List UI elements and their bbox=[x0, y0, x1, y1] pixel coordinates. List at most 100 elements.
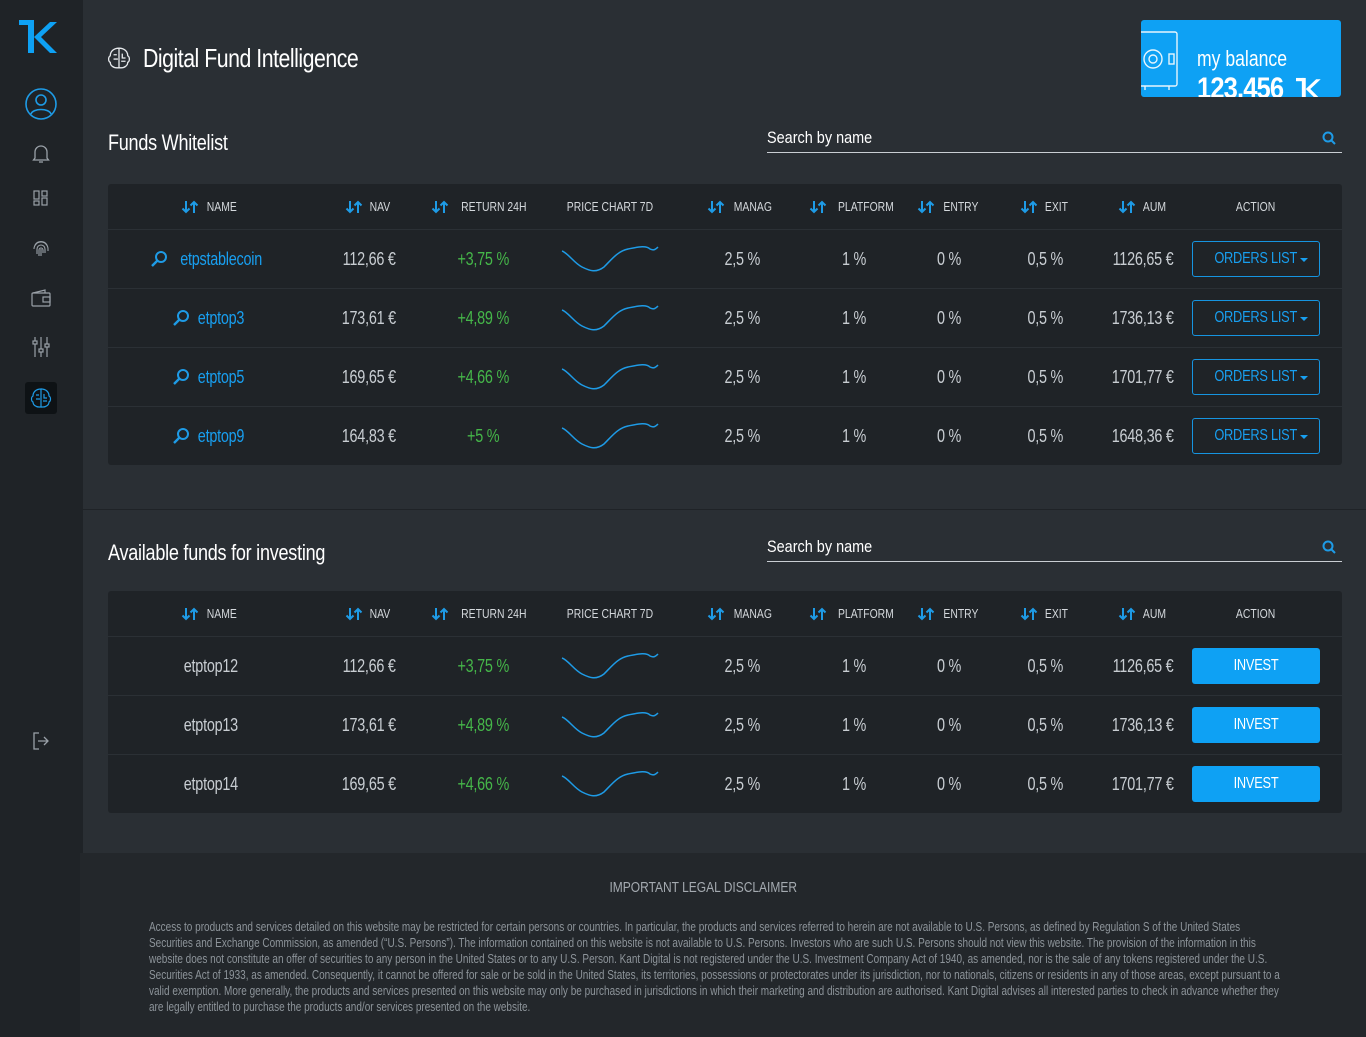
sort-icon[interactable] bbox=[431, 200, 449, 214]
table-row: etptop3 173,61 € +4,89 % 2,5 % 1 % 0 % 0,5 % 17… bbox=[108, 288, 1342, 347]
magnifier-icon[interactable] bbox=[172, 427, 190, 445]
cell-text: ORDERS LIST bbox=[1214, 309, 1298, 326]
column-header-name[interactable]: NAME bbox=[108, 184, 314, 229]
table-row: etptop13 173,61 € +4,89 % 2,5 % 1 % 0 % 0,5 % 1… bbox=[108, 695, 1342, 754]
column-header-name[interactable]: NAME bbox=[108, 591, 314, 636]
invest-button[interactable]: INVEST bbox=[1192, 648, 1320, 684]
cell-text: +4,66 % bbox=[457, 366, 509, 387]
available-title: Available funds for investing bbox=[108, 540, 326, 565]
column-header-exit[interactable]: EXIT bbox=[997, 184, 1094, 229]
sort-icon[interactable] bbox=[707, 200, 725, 214]
table-row: etptop12 112,66 € +3,75 % 2,5 % 1 % 0 % 0,5 % 1… bbox=[108, 636, 1342, 695]
column-header-nav[interactable]: NAV bbox=[314, 591, 424, 636]
sidebar bbox=[0, 0, 83, 1037]
cell-text: INVEST bbox=[1233, 657, 1279, 674]
whitelist-search-input[interactable] bbox=[767, 125, 1226, 151]
column-header-exit[interactable]: EXIT bbox=[997, 591, 1094, 636]
column-header-aum[interactable]: AUM bbox=[1094, 184, 1192, 229]
logout-icon bbox=[33, 732, 49, 750]
column-header-manag[interactable]: MANAG bbox=[677, 591, 807, 636]
balance-card[interactable]: my balance 123.456 bbox=[1141, 20, 1341, 97]
sort-icon[interactable] bbox=[917, 200, 935, 214]
dashboard-icon bbox=[33, 190, 48, 206]
cell-action: INVEST bbox=[1192, 696, 1320, 754]
available-search-input[interactable] bbox=[767, 534, 1226, 560]
sort-icon[interactable] bbox=[181, 607, 199, 621]
orders-list-button[interactable]: ORDERS LIST bbox=[1192, 418, 1320, 454]
invest-button[interactable]: INVEST bbox=[1192, 766, 1320, 802]
search-icon[interactable] bbox=[1322, 131, 1336, 145]
nav-logout[interactable] bbox=[25, 725, 57, 757]
orders-list-button[interactable]: ORDERS LIST bbox=[1192, 300, 1320, 336]
sort-icon[interactable] bbox=[917, 607, 935, 621]
cell-aum: 1736,13 € bbox=[1094, 289, 1192, 347]
cell-text: 173,61 € bbox=[341, 307, 397, 328]
nav-fund-intelligence[interactable] bbox=[25, 382, 57, 414]
kant-logo-icon[interactable] bbox=[19, 20, 59, 54]
balance-label: my balance bbox=[1197, 46, 1288, 71]
cell-nav: 112,66 € bbox=[314, 637, 424, 695]
column-header-manag[interactable]: MANAG bbox=[677, 184, 807, 229]
cell-nav: 169,65 € bbox=[314, 755, 424, 813]
cell-action: INVEST bbox=[1192, 755, 1320, 813]
cell-text: 2,5 % bbox=[724, 248, 760, 269]
cell-text: NAME bbox=[206, 199, 238, 214]
sort-icon[interactable] bbox=[345, 200, 363, 214]
magnifier-icon[interactable] bbox=[150, 250, 168, 268]
orders-list-button[interactable]: ORDERS LIST bbox=[1192, 359, 1320, 395]
dropdown-caret-icon[interactable] bbox=[1300, 317, 1308, 321]
nav-identity[interactable] bbox=[25, 232, 57, 264]
nav-settings[interactable] bbox=[25, 331, 57, 363]
sort-icon[interactable] bbox=[809, 200, 827, 214]
cell-name[interactable]: etptop9 bbox=[108, 407, 314, 465]
column-header-aum[interactable]: AUM bbox=[1094, 591, 1192, 636]
cell-text: +3,75 % bbox=[457, 655, 509, 676]
sort-icon[interactable] bbox=[1020, 200, 1038, 214]
dropdown-caret-icon[interactable] bbox=[1300, 435, 1308, 439]
cell-entry: 0 % bbox=[902, 348, 997, 406]
sort-icon[interactable] bbox=[345, 607, 363, 621]
sort-icon[interactable] bbox=[1020, 607, 1038, 621]
dropdown-caret-icon[interactable] bbox=[1300, 376, 1308, 380]
cell-text: 0 % bbox=[937, 366, 962, 387]
cell-text: 164,83 € bbox=[341, 425, 397, 446]
magnifier-icon[interactable] bbox=[172, 368, 190, 386]
cell-chart bbox=[542, 407, 677, 465]
column-header-action: ACTION bbox=[1192, 591, 1320, 636]
search-icon[interactable] bbox=[1322, 540, 1336, 554]
nav-notifications[interactable] bbox=[25, 138, 57, 170]
cell-platform: 1 % bbox=[807, 696, 902, 754]
sort-icon[interactable] bbox=[431, 607, 449, 621]
cell-text: 112,66 € bbox=[342, 248, 396, 269]
column-header-nav[interactable]: NAV bbox=[314, 184, 424, 229]
cell-chart bbox=[542, 289, 677, 347]
cell-nav: 173,61 € bbox=[314, 289, 424, 347]
sliders-icon bbox=[32, 337, 50, 357]
cell-name[interactable]: etptop5 bbox=[108, 348, 314, 406]
cell-name[interactable]: etpstablecoin bbox=[108, 230, 314, 288]
sort-icon[interactable] bbox=[1118, 200, 1136, 214]
orders-list-button[interactable]: ORDERS LIST bbox=[1192, 241, 1320, 277]
column-header-entry[interactable]: ENTRY bbox=[902, 591, 997, 636]
column-header-platform[interactable]: PLATFORM bbox=[807, 591, 902, 636]
nav-wallet[interactable] bbox=[25, 282, 57, 314]
sort-icon[interactable] bbox=[809, 607, 827, 621]
sort-icon[interactable] bbox=[707, 607, 725, 621]
dropdown-caret-icon[interactable] bbox=[1300, 258, 1308, 262]
cell-text: etptop5 bbox=[197, 366, 245, 387]
invest-button[interactable]: INVEST bbox=[1192, 707, 1320, 743]
table-row: etptop14 169,65 € +4,66 % 2,5 % 1 % 0 % 0,5 % 1… bbox=[108, 754, 1342, 813]
magnifier-icon[interactable] bbox=[172, 309, 190, 327]
cell-text: 1 % bbox=[842, 773, 867, 794]
column-header-entry[interactable]: ENTRY bbox=[902, 184, 997, 229]
column-header-return[interactable]: RETURN 24H bbox=[424, 591, 542, 636]
cell-name[interactable]: etptop3 bbox=[108, 289, 314, 347]
sort-icon[interactable] bbox=[1118, 607, 1136, 621]
nav-dashboard[interactable] bbox=[25, 182, 57, 214]
column-header-platform[interactable]: PLATFORM bbox=[807, 184, 902, 229]
column-header-return[interactable]: RETURN 24H bbox=[424, 184, 542, 229]
cell-text: 0,5 % bbox=[1027, 714, 1064, 735]
nav-profile[interactable] bbox=[25, 88, 57, 120]
sort-icon[interactable] bbox=[181, 200, 199, 214]
cell-text: +4,66 % bbox=[457, 773, 509, 794]
